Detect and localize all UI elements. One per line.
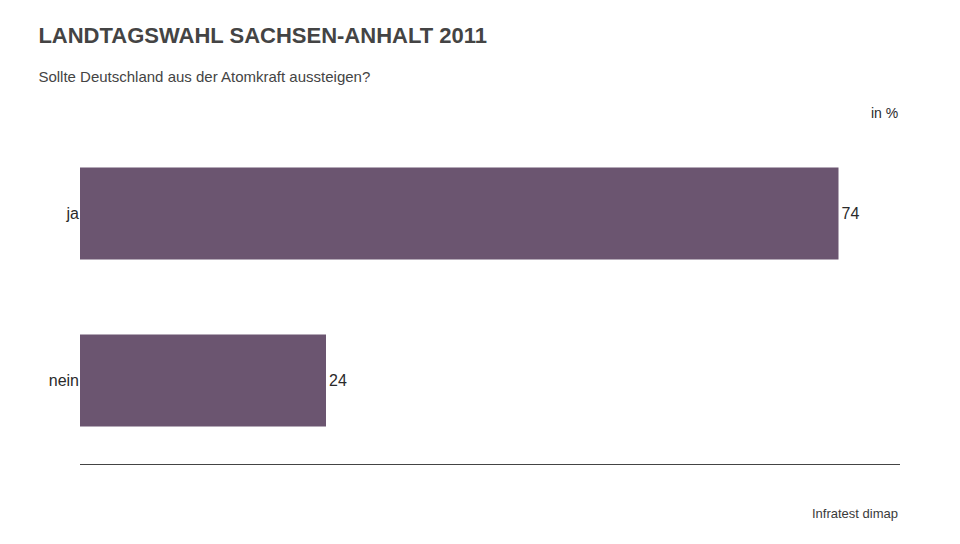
svg-text:Infratest dimap: Infratest dimap [812,506,898,521]
svg-text:nein: nein [49,372,79,389]
svg-text:Sollte Deutschland aus der Ato: Sollte Deutschland aus der Atomkraft aus… [38,68,370,85]
svg-text:24: 24 [329,372,347,389]
svg-text:in %: in % [871,105,898,121]
svg-text:LANDTAGSWAHL SACHSEN-ANHALT 20: LANDTAGSWAHL SACHSEN-ANHALT 2011 [38,23,487,48]
svg-text:ja: ja [66,205,80,222]
svg-text:74: 74 [842,205,860,222]
